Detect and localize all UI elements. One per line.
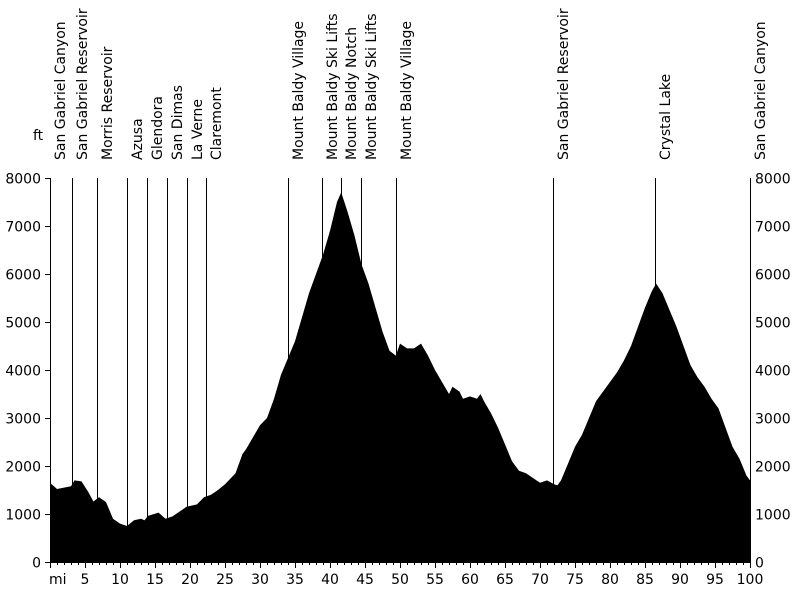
y-tick-label-left: 7000 [5,220,41,236]
x-tick-label: 65 [496,572,514,588]
y-tick-label-right: 1000 [755,508,791,524]
x-tick-label: 35 [286,572,304,588]
y-tick-label-left: 8000 [5,172,41,188]
waypoint-label: San Gabriel Reservoir [556,8,572,160]
y-tick-label-right: 8000 [755,172,791,188]
y-tick-label-right: 0 [755,556,764,572]
waypoint-label: San Gabriel Reservoir [75,8,91,160]
x-tick-label: 10 [111,572,129,588]
waypoint-label: Mount Baldy Village [399,21,415,160]
waypoint-label: Crystal Lake [658,74,674,160]
y-tick-label-left: 5000 [5,316,41,332]
x-axis-unit-label: mi [49,572,67,588]
y-tick-label-right: 2000 [755,460,791,476]
waypoint-label: La Verne [190,99,206,160]
elevation-area [50,192,750,562]
y-tick-label-left: 2000 [5,460,41,476]
waypoint-labels: San Gabriel Canyon San Gabriel Reservoir M… [53,8,769,160]
x-tick-label: 20 [181,572,199,588]
x-tick-label: 70 [531,572,549,588]
x-tick-label: 100 [737,572,764,588]
x-tick-label: 80 [601,572,619,588]
axes: 0 0 1000 1000 2000 2000 3000 3000 4000 4000 5000 50… [5,172,790,589]
x-tick-label: 40 [321,572,339,588]
x-tick-label: 55 [426,572,444,588]
y-axis-unit-label: ft [33,128,44,144]
y-tick-label-right: 4000 [755,364,791,380]
x-tick-label: 45 [356,572,374,588]
y-tick-label-left: 4000 [5,364,41,380]
x-tick-label: 5 [81,572,90,588]
y-tick-label-left: 6000 [5,268,41,284]
waypoint-label: Azusa [130,118,146,160]
waypoint-label: Mount Baldy Village [291,21,307,160]
x-tick-label: 15 [146,572,164,588]
waypoint-label: Glendora [150,96,166,160]
x-tick-label: 60 [461,572,479,588]
y-tick-label-right: 7000 [755,220,791,236]
x-tick-label: 85 [636,572,654,588]
waypoint-label: Mount Baldy Ski Lifts [325,13,341,160]
waypoint-label: San Gabriel Canyon [753,21,769,160]
waypoint-label: Mount Baldy Notch [344,27,360,160]
x-tick-label: 95 [706,572,724,588]
x-tick-label: 30 [251,572,269,588]
waypoint-label: Morris Reservoir [100,46,116,160]
waypoint-label: Mount Baldy Ski Lifts [364,13,380,160]
y-tick-label-right: 5000 [755,316,791,332]
y-tick-label-left: 0 [32,556,41,572]
x-tick-label: 25 [216,572,234,588]
x-tick-label: 90 [671,572,689,588]
x-tick-label: 50 [391,572,409,588]
y-tick-label-right: 6000 [755,268,791,284]
y-tick-label-left: 1000 [5,508,41,524]
waypoint-label: Claremont [209,87,225,160]
x-tick-label: 75 [566,572,584,588]
y-tick-label-right: 3000 [755,412,791,428]
waypoint-label: San Dimas [170,85,186,160]
y-tick-label-left: 3000 [5,412,41,428]
waypoint-label: San Gabriel Canyon [53,21,69,160]
